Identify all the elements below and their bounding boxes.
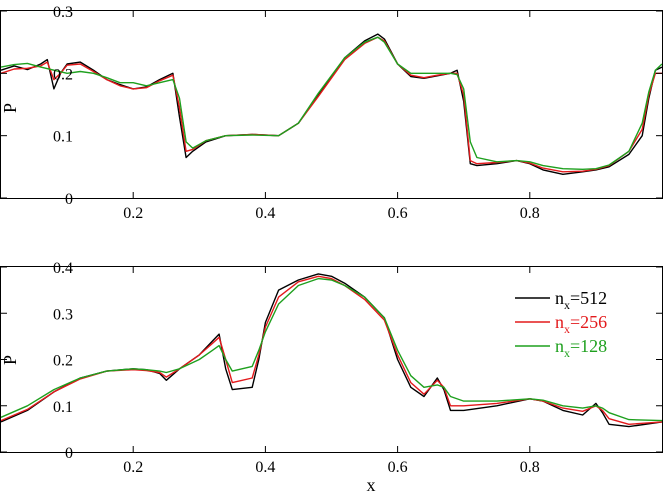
top-x-tick-label: 0.6 [388,205,408,222]
bottom-series-line-3 [0,277,663,422]
top-series-line-1 [0,33,663,175]
legend-label: nx=512 [555,288,607,312]
bottom-y-tick-label: 0.4 [53,260,73,277]
bottom-y-tick-label: 0.3 [53,306,73,323]
top-series-line-2 [0,36,662,173]
bottom-series-line-2 [0,275,663,425]
legend-label: nx=256 [555,312,607,336]
top-series-group [0,33,663,175]
bottom-y-axis-label: P [0,355,20,365]
bottom-x-tick-label: 0.4 [255,459,275,476]
top-y-tick-label: 0.2 [53,66,73,83]
legend-label: nx=128 [555,336,607,360]
bottom-series-group [0,273,663,428]
bottom-ticks: 0.2 0.4 0.6 0.8 0 0.1 0.2 0.3 0.4 [1,260,662,476]
bottom-y-tick-label: 0 [65,445,73,462]
top-series-line-3 [0,36,663,170]
top-x-tick-label: 0.4 [255,205,275,222]
bottom-chart-panel: 0.2 0.4 0.6 0.8 0 0.1 0.2 0.3 0.4 P x nx=512nx=2… [0,260,663,494]
top-ticks: 0.2 0.4 0.6 0.8 0 0.1 0.2 0.3 [1,4,662,222]
top-y-tick-label: 0 [65,191,73,208]
bottom-x-tick-label: 0.6 [388,459,408,476]
bottom-x-tick-label: 0.8 [520,459,540,476]
top-y-tick-label: 0.3 [53,4,73,21]
bottom-y-tick-label: 0.2 [53,353,73,370]
top-y-axis-label: P [0,103,20,113]
top-plot-frame [0,10,663,199]
bottom-x-tick-label: 0.2 [123,459,143,476]
bottom-y-tick-label: 0.1 [53,399,73,416]
top-chart-panel: 0.2 0.4 0.6 0.8 0 0.1 0.2 0.3 P [0,4,663,222]
top-x-tick-label: 0.8 [520,205,540,222]
x-axis-label: x [367,475,376,494]
top-y-tick-label: 0.1 [53,129,73,146]
top-x-tick-label: 0.2 [123,205,143,222]
